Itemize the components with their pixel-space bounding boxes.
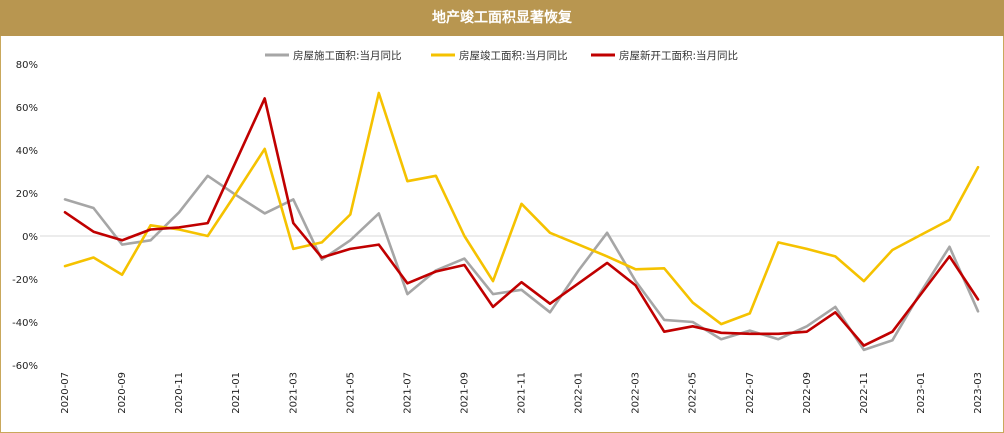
x-tick-label: 2022-09 — [802, 372, 813, 414]
x-tick-label: 2022-03 — [631, 372, 642, 414]
y-tick-label: 40% — [16, 146, 38, 157]
x-tick-label: 2023-03 — [973, 372, 984, 414]
x-tick-label: 2021-09 — [459, 372, 470, 414]
x-tick-label: 2020-09 — [117, 372, 128, 414]
legend-label: 房屋竣工面积:当月同比 — [459, 49, 568, 62]
x-tick-label: 2022-01 — [574, 372, 585, 414]
x-tick-label: 2022-07 — [745, 372, 756, 414]
chart-title: 地产竣工面积显著恢复 — [0, 0, 1004, 36]
plot-area — [40, 91, 990, 352]
y-tick-label: -20% — [12, 275, 38, 286]
x-tick-label: 2021-01 — [231, 372, 242, 414]
y-tick-label: -60% — [12, 361, 38, 372]
legend-label: 房屋新开工面积:当月同比 — [619, 49, 738, 62]
series-line-2 — [63, 91, 980, 326]
x-tick-label: 2020-07 — [60, 372, 71, 414]
legend-label: 房屋施工面积:当月同比 — [293, 49, 402, 62]
y-tick-label: 60% — [16, 103, 38, 114]
x-tick-label: 2021-03 — [288, 372, 299, 414]
legend: 房屋施工面积:当月同比 房屋竣工面积:当月同比 房屋新开工面积:当月同比 — [265, 49, 738, 62]
x-tick-label: 2021-05 — [345, 372, 356, 414]
series-line-1 — [63, 174, 980, 352]
x-tick-label: 2020-11 — [174, 372, 185, 414]
y-tick-label: -40% — [12, 318, 38, 329]
y-axis: 80% 60% 40% 20% 0% -20% -40% -60% — [12, 60, 38, 372]
x-tick-label: 2022-05 — [688, 372, 699, 414]
y-tick-label: 20% — [16, 189, 38, 200]
x-tick-label: 2023-01 — [916, 372, 927, 414]
x-tick-label: 2021-11 — [517, 372, 528, 414]
y-tick-label: 80% — [16, 60, 38, 71]
x-tick-label: 2021-07 — [402, 372, 413, 414]
x-tick-label: 2022-11 — [859, 372, 870, 414]
series-line-3 — [63, 97, 980, 347]
y-tick-label: 0% — [22, 232, 38, 243]
x-axis: 2020-07 2020-09 2020-11 2021-01 2021-03 2021-… — [60, 372, 984, 414]
